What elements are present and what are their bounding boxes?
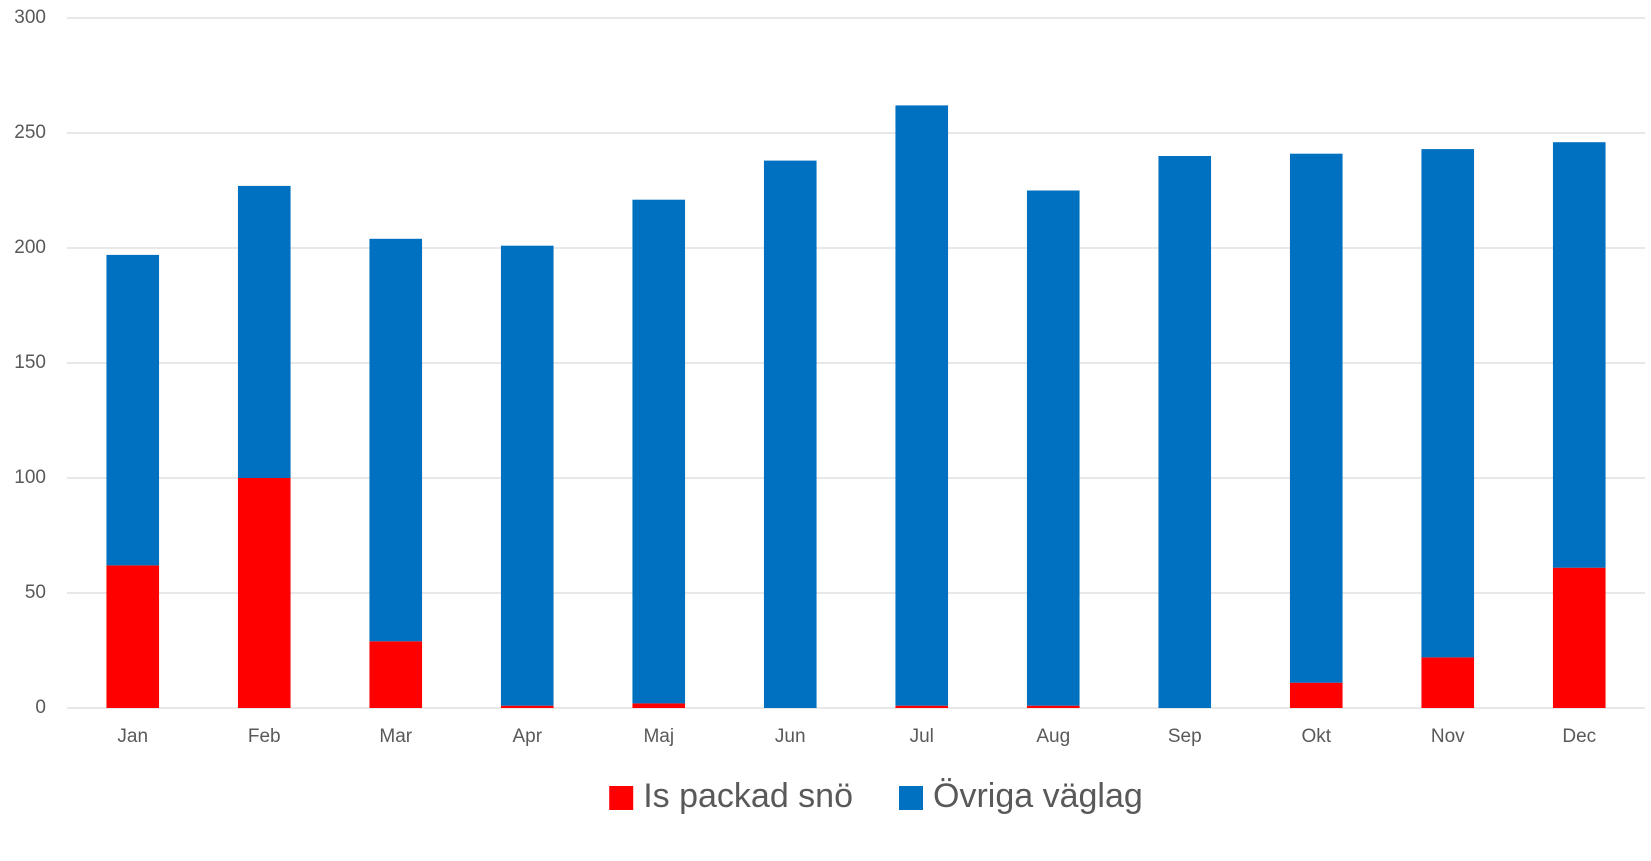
legend-swatch [899, 786, 924, 810]
x-tick-label: Aug [1036, 726, 1070, 747]
y-tick-label: 200 [14, 237, 46, 258]
bar-segment [1552, 567, 1606, 708]
bar-segment [1552, 142, 1606, 568]
bar-segment [500, 705, 554, 708]
x-tick-label: Jul [910, 726, 934, 747]
bar-segment [237, 185, 291, 478]
legend-label: Övriga väglag [933, 777, 1143, 815]
x-tick-label: Feb [248, 726, 281, 747]
bar-segment [895, 105, 949, 706]
y-tick-label: 300 [14, 7, 46, 28]
bar-segment [1289, 682, 1343, 708]
legend-swatch [609, 786, 634, 810]
bar-segment [632, 199, 686, 704]
legend-label: Is packad snö [643, 777, 853, 815]
bar-segment [1421, 149, 1475, 658]
bar-segment [1421, 657, 1475, 708]
bar-segment [763, 160, 817, 709]
y-tick-label: 50 [25, 582, 46, 603]
bar-segment [369, 641, 423, 708]
y-tick-label: 150 [14, 352, 46, 373]
x-tick-label: Dec [1562, 726, 1596, 747]
x-tick-label: Mar [379, 726, 412, 747]
x-tick-label: Apr [512, 726, 542, 747]
x-tick-label: Jun [775, 726, 806, 747]
x-tick-label: Nov [1431, 726, 1465, 747]
bar-segment [106, 254, 160, 566]
y-tick-label: 100 [14, 467, 46, 488]
bar-segment [1289, 153, 1343, 683]
bar-segment [106, 565, 160, 708]
x-tick-label: Okt [1301, 726, 1331, 747]
bar-segment [500, 245, 554, 706]
bar-segment [1026, 190, 1080, 706]
bar-segment [237, 478, 291, 708]
x-tick-label: Jan [117, 726, 148, 747]
y-tick-label: 250 [14, 122, 46, 143]
bar-segment [369, 238, 423, 642]
bar-segment [1158, 156, 1212, 708]
bar-segment [1026, 705, 1080, 708]
bar-segment [895, 705, 949, 708]
x-tick-label: Sep [1168, 726, 1202, 747]
y-tick-label: 0 [35, 697, 46, 718]
x-tick-label: Maj [643, 726, 674, 747]
bar-segment [632, 703, 686, 708]
